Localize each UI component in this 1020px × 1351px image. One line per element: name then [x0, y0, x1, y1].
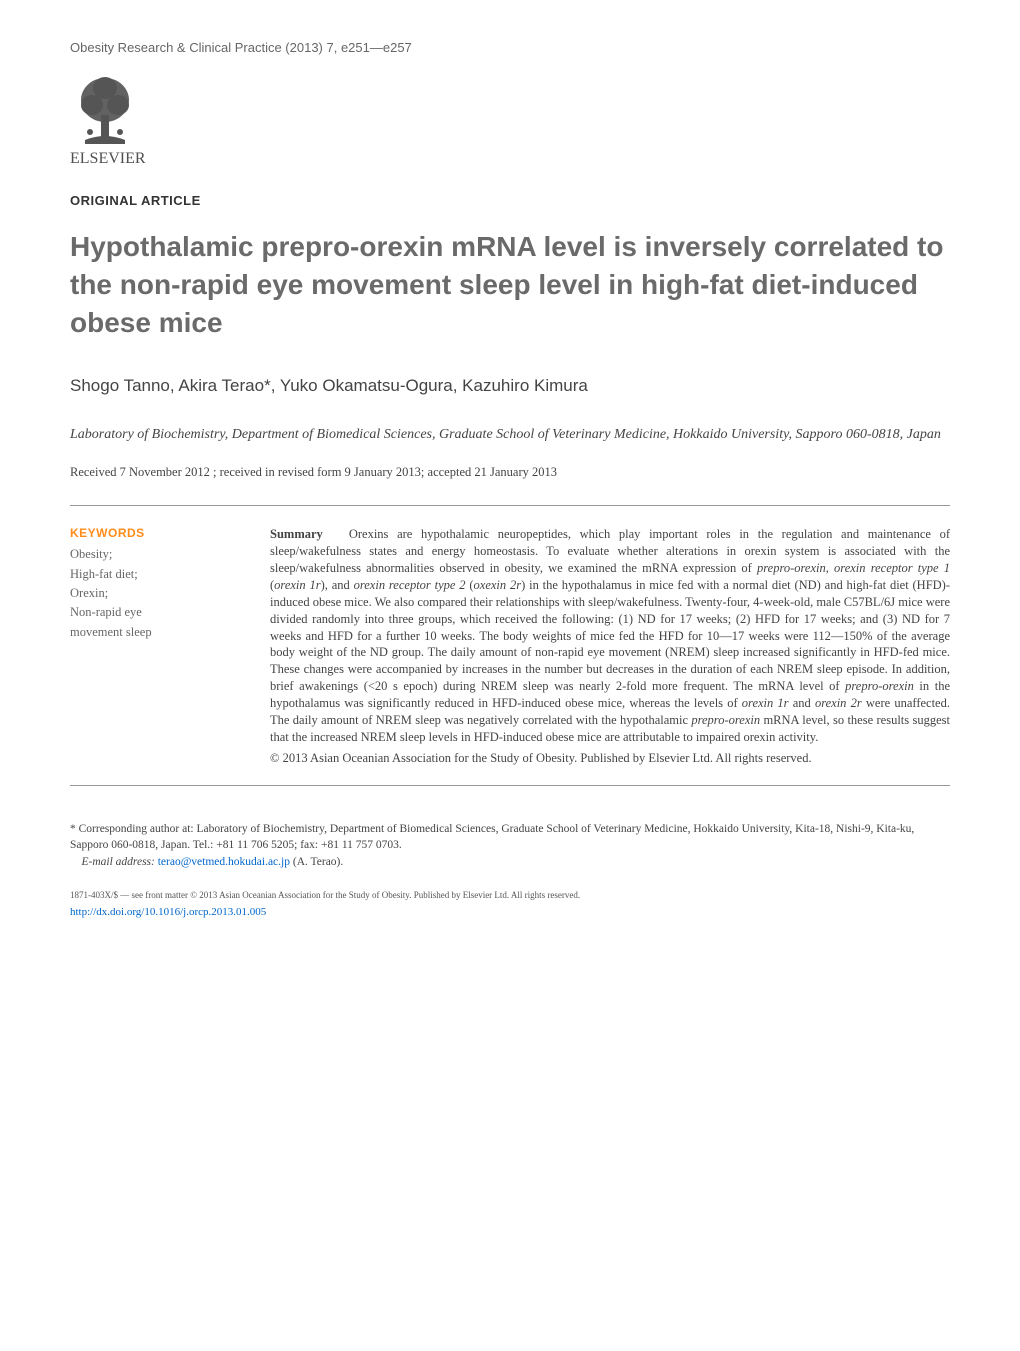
footer-copyright-small: 1871-403X/$ — see front matter © 2013 As…	[70, 889, 950, 902]
summary-text: ) in the hypothalamus in mice fed with a…	[270, 578, 950, 693]
gene-name: orexin receptor type 1	[834, 561, 950, 575]
gene-name: orexin 1r	[742, 696, 789, 710]
copyright-line: © 2013 Asian Oceanian Association for th…	[270, 750, 950, 767]
footnotes-block: * Corresponding author at: Laboratory of…	[70, 821, 950, 921]
keyword-item: Non-rapid eye	[70, 603, 240, 622]
summary-column: Summary Orexins are hypothalamic neurope…	[270, 526, 950, 766]
gene-name: prepro-orexin	[757, 561, 826, 575]
journal-header: Obesity Research & Clinical Practice (20…	[70, 40, 950, 55]
gene-name: orexin 2r	[815, 696, 862, 710]
email-link[interactable]: terao@vetmed.hokudai.ac.jp	[158, 856, 290, 868]
email-suffix: (A. Terao).	[293, 856, 343, 868]
doi-link[interactable]: http://dx.doi.org/10.1016/j.orcp.2013.01…	[70, 905, 950, 921]
keyword-item: Orexin;	[70, 584, 240, 603]
article-dates: Received 7 November 2012 ; received in r…	[70, 465, 950, 480]
keyword-item: movement sleep	[70, 623, 240, 642]
gene-name: orexin receptor type 2	[354, 578, 466, 592]
gene-name: oxexin 2r	[474, 578, 522, 592]
email-label: E-mail address:	[82, 856, 155, 868]
summary-text: ), and	[321, 578, 354, 592]
keywords-column: KEYWORDS Obesity; High-fat diet; Orexin;…	[70, 526, 240, 766]
affiliation: Laboratory of Biochemistry, Department o…	[70, 426, 950, 445]
keyword-item: Obesity;	[70, 545, 240, 564]
summary-text: (	[466, 578, 474, 592]
keywords-heading: KEYWORDS	[70, 526, 240, 540]
summary-text: and	[789, 696, 815, 710]
keyword-item: High-fat diet;	[70, 565, 240, 584]
gene-name: orexin 1r	[274, 578, 320, 592]
publisher-name: ELSEVIER	[70, 150, 146, 168]
gene-name: prepro-orexin	[691, 713, 760, 727]
gene-name: prepro-orexin	[845, 679, 914, 693]
keywords-list: Obesity; High-fat diet; Orexin; Non-rapi…	[70, 545, 240, 642]
article-title: Hypothalamic prepro-orexin mRNA level is…	[70, 228, 950, 341]
elsevier-tree-icon	[70, 70, 140, 148]
abstract-box: KEYWORDS Obesity; High-fat diet; Orexin;…	[70, 505, 950, 785]
email-line: E-mail address: terao@vetmed.hokudai.ac.…	[70, 854, 950, 871]
corresponding-author-note: * Corresponding author at: Laboratory of…	[70, 821, 950, 854]
publisher-logo-block: ELSEVIER	[70, 70, 950, 168]
summary-label: Summary	[270, 527, 323, 541]
authors-line: Shogo Tanno, Akira Terao*, Yuko Okamatsu…	[70, 376, 950, 396]
article-type-label: ORIGINAL ARTICLE	[70, 193, 950, 208]
summary-text: ,	[826, 561, 834, 575]
